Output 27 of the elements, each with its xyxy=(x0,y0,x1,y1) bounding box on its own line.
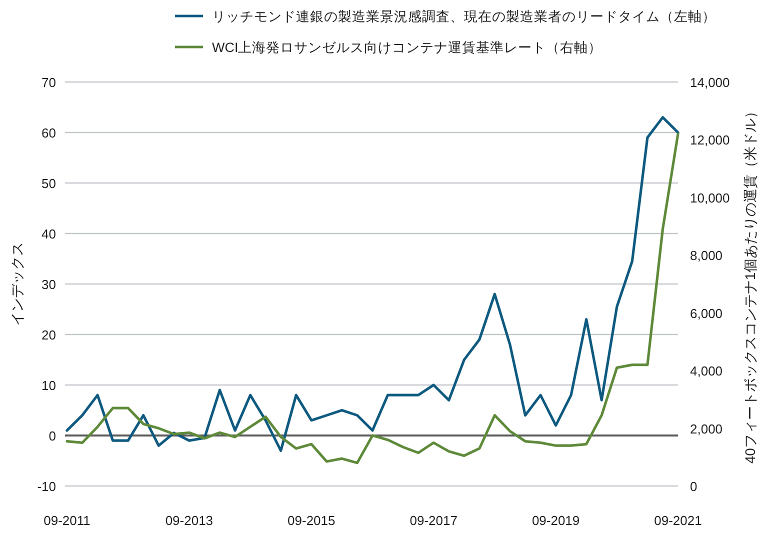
y2-tick-label: 8,000 xyxy=(690,248,723,264)
y-tick-label: 0 xyxy=(48,428,56,444)
y-tick-label: 30 xyxy=(42,277,56,292)
legend-label: リッチモンド連銀の製造業景況感調査、現在の製造業者のリードタイム（左軸） xyxy=(212,9,716,24)
y-tick-label: 60 xyxy=(42,126,56,140)
y2-tick-label: 2,000 xyxy=(690,421,723,436)
y2-tick-label: 12,000 xyxy=(690,132,730,148)
y-tick-label: 40 xyxy=(42,226,56,242)
x-tick-label: 09-2011 xyxy=(44,513,90,528)
y-axis-title: インデックス xyxy=(9,242,25,326)
y2-tick-label: 4,000 xyxy=(690,364,723,379)
x-tick-label: 09-2013 xyxy=(165,513,214,528)
y-tick-label: 20 xyxy=(42,328,56,342)
x-tick-label: 09-2019 xyxy=(532,513,580,528)
y-tick-label: 10 xyxy=(42,378,56,393)
y2-tick-label: 14,000 xyxy=(690,75,730,90)
y-tick-label: -10 xyxy=(37,479,56,494)
y2-tick-label: 0 xyxy=(690,479,698,494)
y2-tick-label: 10,000 xyxy=(690,190,730,206)
x-tick-label: 09-2021 xyxy=(654,513,702,528)
x-tick-label: 09-2017 xyxy=(410,513,458,528)
legend-label: WCI上海発ロサンゼルス向けコンテナ運賃基準レート（右軸） xyxy=(212,40,602,55)
y2-axis-title: 40フィートボックスコンテナ1個あたりの運賃（米ドル） xyxy=(742,104,758,464)
x-tick-label: 09-2015 xyxy=(288,513,336,528)
y2-tick-label: 6,000 xyxy=(690,306,723,321)
y-tick-label: 70 xyxy=(42,75,56,90)
y-tick-label: 50 xyxy=(42,176,56,191)
